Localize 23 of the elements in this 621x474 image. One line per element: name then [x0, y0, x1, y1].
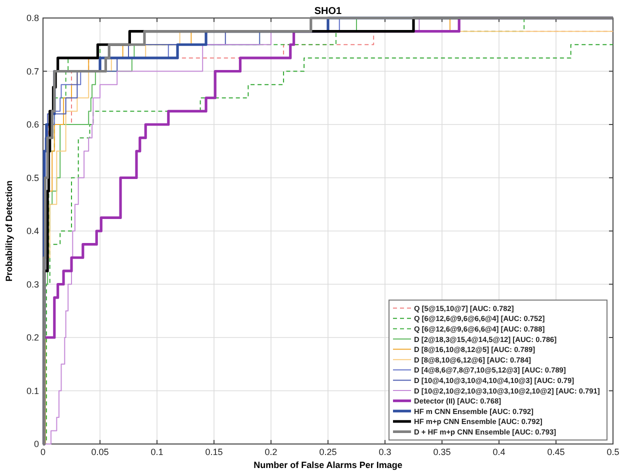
chart-title: SHO1	[314, 6, 342, 17]
y-tick-label: 0.4	[26, 226, 39, 236]
x-tick-label: 0.1	[150, 447, 164, 457]
y-tick-label: 0.7	[26, 66, 39, 76]
x-tick-label: 0.3	[378, 447, 392, 457]
x-tick-label: 0.4	[492, 447, 506, 457]
y-tick-label: 0	[34, 439, 39, 449]
x-tick-label: 0.25	[319, 447, 337, 457]
x-tick-label: 0.45	[547, 447, 565, 457]
y-tick-label: 0.2	[26, 332, 39, 342]
x-tick-label: 0	[40, 447, 46, 457]
x-tick-label: 0.05	[91, 447, 109, 457]
y-tick-label: 0.8	[26, 13, 39, 23]
x-axis-title: Number of False Alarms Per Image	[254, 460, 402, 470]
y-tick-label: 0.6	[26, 120, 39, 130]
x-tick-label: 0.2	[264, 447, 278, 457]
x-tick-label: 0.35	[433, 447, 451, 457]
y-tick-label: 0.5	[26, 172, 39, 183]
y-tick-label: 0.3	[26, 279, 39, 290]
y-axis-title: Probability of Detection	[4, 180, 14, 282]
x-tick-label: 0.5	[606, 447, 620, 457]
y-tick-label: 0.1	[26, 386, 39, 396]
x-tick-label: 0.15	[205, 447, 223, 457]
